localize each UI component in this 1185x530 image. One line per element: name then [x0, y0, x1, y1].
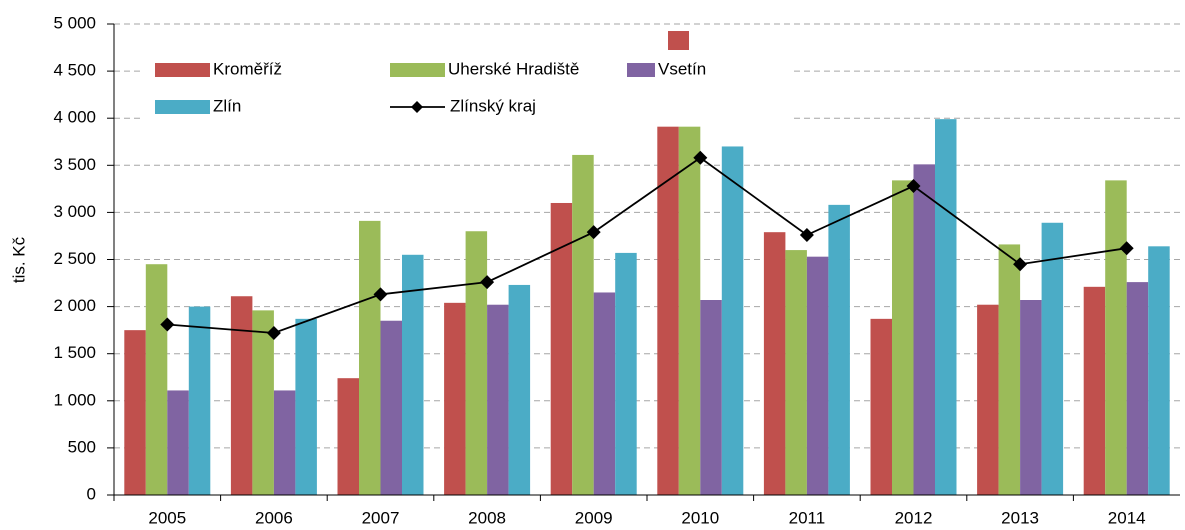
- legend-artifact: [668, 31, 689, 50]
- bar: [508, 284, 531, 495]
- legend: Kroměříž Uherské Hradiště Vsetín Zlín Zlínsk…: [140, 28, 790, 124]
- x-tick-label: 2009: [575, 508, 613, 527]
- legend-marker: [411, 101, 423, 113]
- bar: [1020, 300, 1042, 495]
- marker: [1013, 257, 1028, 272]
- x-tick-label: 2012: [895, 508, 933, 527]
- x-tick-label: 2014: [1108, 508, 1146, 527]
- bar: [700, 300, 722, 495]
- marker: [693, 150, 708, 165]
- legend-label: Uherské Hradiště: [448, 59, 579, 78]
- x-tick-label: 2011: [789, 508, 826, 527]
- x-tick-label: 2010: [681, 508, 719, 527]
- bar: [657, 126, 679, 495]
- y-tick-label: 1 000: [53, 390, 96, 409]
- y-tick-label: 0: [87, 484, 96, 503]
- bar: [1126, 282, 1149, 495]
- marker: [160, 317, 175, 332]
- bar: [402, 254, 424, 495]
- y-axis-label: tis. Kč: [9, 236, 28, 283]
- bar: [444, 302, 466, 495]
- bar: [721, 146, 744, 495]
- marker: [799, 228, 814, 243]
- bar: [763, 232, 786, 495]
- legend-swatch: [155, 63, 210, 77]
- bar: [145, 264, 168, 495]
- y-tick-label: 2 500: [53, 249, 96, 268]
- line: [167, 156, 1127, 334]
- y-tick-label: 500: [68, 437, 96, 456]
- marker: [373, 287, 388, 302]
- bar: [465, 231, 488, 496]
- bar: [615, 252, 637, 495]
- bar: [188, 306, 211, 495]
- bar: [124, 330, 146, 495]
- bar: [572, 154, 594, 496]
- bar: [230, 296, 253, 495]
- marker: [480, 275, 495, 290]
- bar: [998, 244, 1021, 495]
- legend-label: Kroměříž: [213, 59, 282, 78]
- bar: [380, 320, 402, 495]
- x-tick-label: 2005: [148, 508, 186, 527]
- y-tick-label: 4 500: [53, 61, 96, 80]
- bar: [785, 250, 807, 495]
- bar: [678, 126, 701, 495]
- bar: [487, 304, 509, 495]
- y-tick-label: 3 500: [53, 155, 96, 174]
- bar: [359, 220, 381, 496]
- bar: [870, 318, 892, 495]
- y-tick-label: 1 500: [53, 343, 96, 362]
- y-tick-label: 4 000: [53, 108, 96, 127]
- y-tick-label: 2 000: [53, 296, 96, 315]
- marker: [266, 325, 281, 340]
- marker: [1119, 241, 1134, 256]
- bars: [124, 119, 1170, 496]
- bar: [337, 378, 359, 495]
- legend-swatch: [627, 63, 655, 77]
- bar: [252, 310, 274, 495]
- bar: [1105, 180, 1127, 495]
- bar: [273, 390, 296, 495]
- legend-label: Vsetín: [658, 59, 706, 78]
- bar: [935, 119, 957, 495]
- y-tick-label: 5 000: [53, 13, 96, 32]
- bar: [1083, 286, 1106, 495]
- x-tick-label: 2007: [362, 508, 400, 527]
- bar: [892, 180, 914, 495]
- bar: [977, 304, 999, 495]
- bar: [1041, 222, 1064, 495]
- legend-label: Zlín: [213, 96, 241, 115]
- bar: [913, 164, 935, 495]
- marker: [906, 179, 921, 194]
- bar: [1148, 246, 1170, 495]
- line-series: [160, 150, 1134, 340]
- bar: [167, 390, 189, 495]
- bar: [295, 318, 317, 495]
- x-tick-label: 2006: [255, 508, 293, 527]
- legend-swatch: [390, 63, 445, 77]
- bar: [550, 202, 573, 496]
- axes: 0 500 1 000 1 500 2 000 2 500 3 000 3 500 4 000 4…: [53, 13, 1180, 527]
- y-tick-label: 3 000: [53, 202, 96, 221]
- legend-swatch: [155, 100, 210, 114]
- legend-label: Zlínský kraj: [450, 96, 536, 115]
- bar: [593, 292, 616, 495]
- bar: [806, 256, 829, 495]
- bar: [828, 204, 850, 495]
- marker: [586, 225, 601, 240]
- x-tick-label: 2008: [468, 508, 506, 527]
- x-tick-label: 2013: [1001, 508, 1039, 527]
